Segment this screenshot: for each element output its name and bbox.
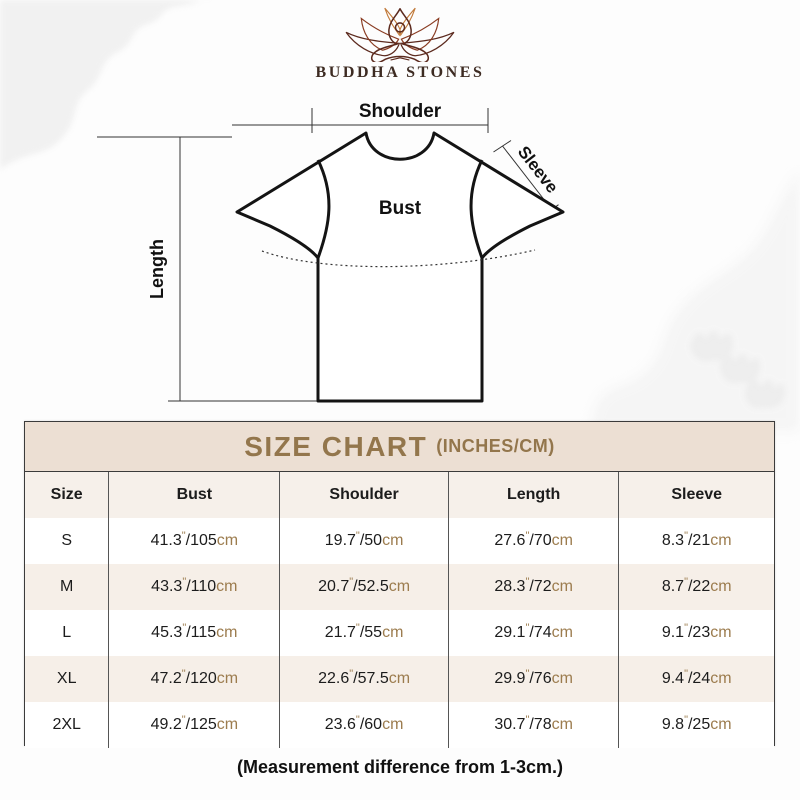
svg-text:Length: Length	[147, 239, 167, 299]
svg-text:Shoulder: Shoulder	[359, 101, 442, 122]
svg-text:Bust: Bust	[379, 198, 422, 219]
